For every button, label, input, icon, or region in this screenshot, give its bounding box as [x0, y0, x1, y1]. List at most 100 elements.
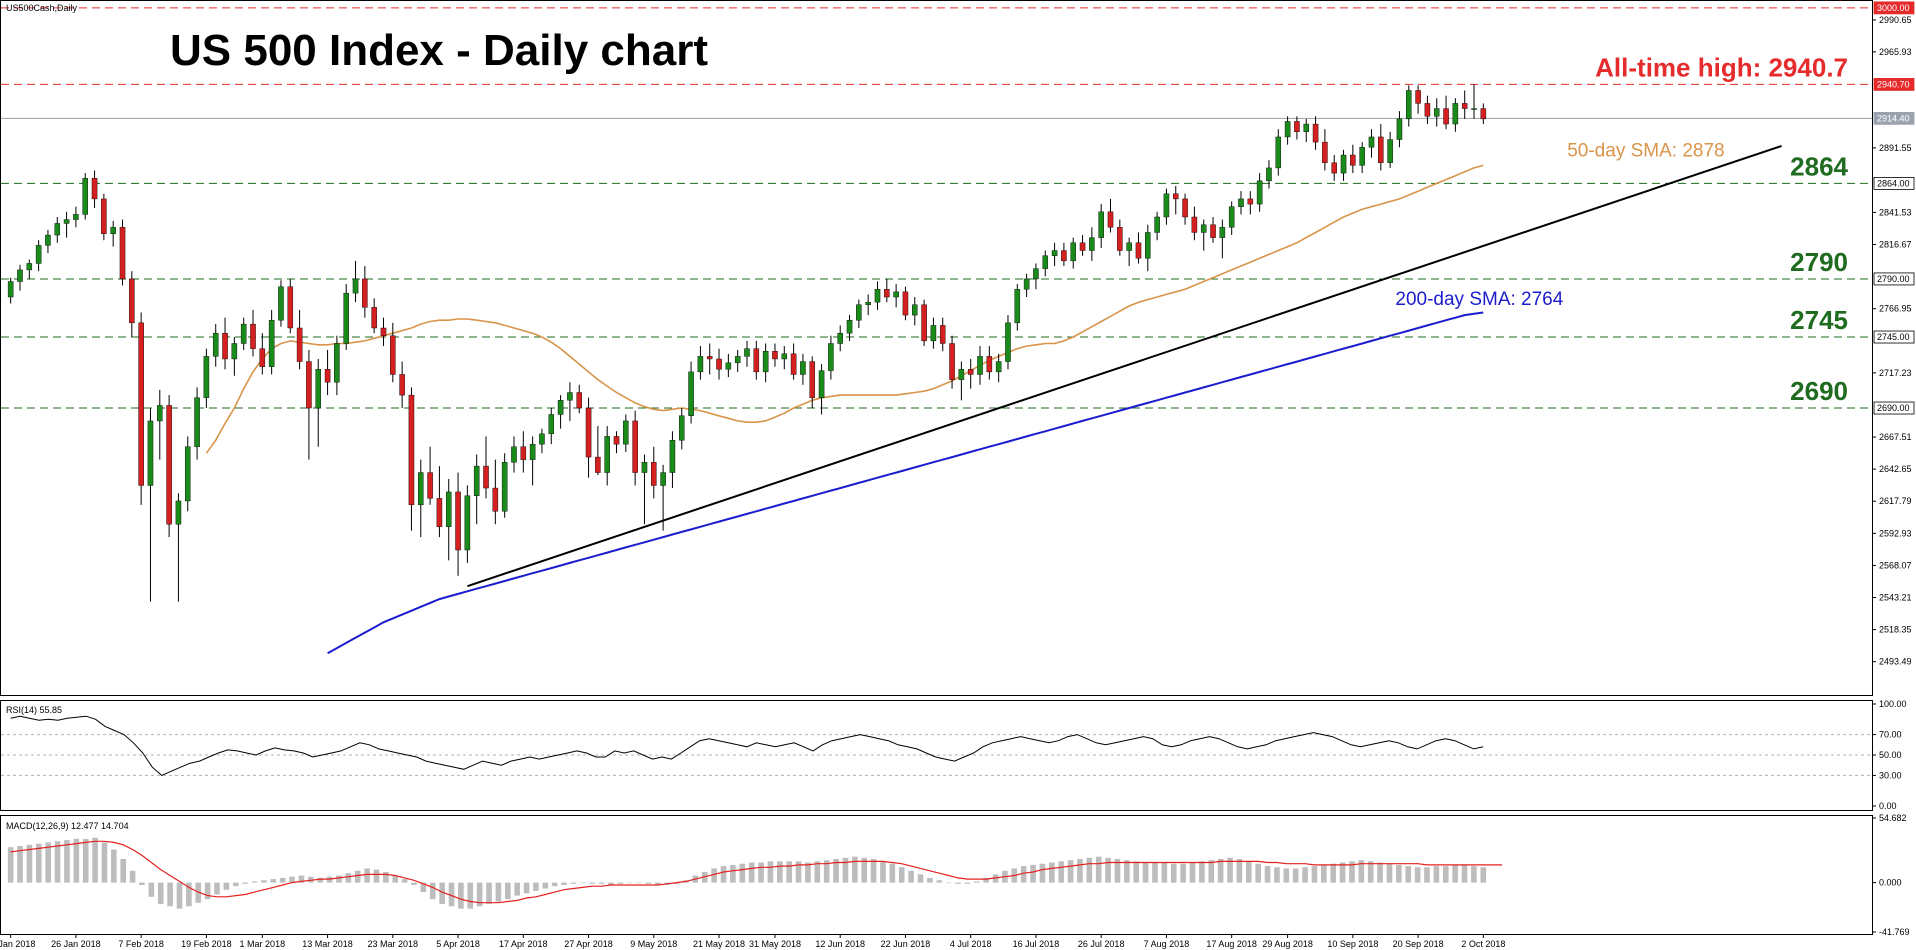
price-tag-box	[1873, 177, 1915, 190]
candle	[967, 358, 974, 389]
candle	[641, 454, 648, 525]
candle-body	[1154, 216, 1160, 233]
candle	[315, 358, 322, 447]
sma200-line	[327, 311, 1484, 655]
candle	[464, 485, 471, 563]
candle	[958, 361, 965, 401]
macd-hist-bar	[157, 882, 164, 904]
macd-hist-bar	[833, 858, 839, 883]
macd-hist-bar	[495, 882, 502, 902]
candle-body	[1266, 167, 1272, 182]
candle-body	[1219, 227, 1226, 238]
candle	[492, 459, 499, 525]
candle	[856, 299, 862, 328]
candle-body	[678, 415, 685, 441]
macd-hist-bar	[364, 868, 370, 883]
macd-hist-bar	[748, 862, 755, 883]
macd-hist-bar	[626, 882, 633, 884]
macd-hist-bar	[1396, 864, 1402, 883]
candle	[194, 387, 200, 460]
macd-hist-bar	[1114, 858, 1121, 883]
candle	[762, 343, 769, 383]
candle-body	[1172, 193, 1179, 200]
y-tick-label: 2766.95	[1879, 304, 1912, 314]
price-tag-label: 2864.00	[1877, 178, 1910, 188]
x-tick-label: 5 Apr 2018	[436, 939, 480, 949]
y-tick-label: 2965.93	[1879, 47, 1912, 57]
macd-hist-bar	[711, 868, 717, 883]
candle	[45, 229, 51, 254]
macd-hist-bar	[17, 845, 23, 883]
x-tick-label: 26 Jan 2018	[51, 939, 101, 949]
candle-body	[390, 335, 396, 375]
candle	[1014, 284, 1021, 331]
candle	[352, 260, 359, 303]
candle	[1033, 263, 1039, 290]
candle	[1061, 242, 1067, 267]
candle-body	[1480, 108, 1487, 120]
macd-hist-bar	[533, 882, 539, 891]
macd-hist-bar	[973, 881, 980, 883]
candle	[548, 408, 555, 445]
level-label-4: 2745	[1790, 305, 1848, 335]
candle	[1042, 250, 1049, 277]
macd-hist-bar	[448, 882, 455, 907]
candle-body	[790, 353, 797, 375]
candle-body	[651, 462, 657, 486]
candle-body	[949, 343, 955, 380]
candle-body	[1275, 136, 1282, 169]
macd-hist-bar	[795, 861, 802, 883]
candle-body	[110, 227, 116, 234]
candle-body	[231, 343, 238, 360]
candle-body	[343, 292, 349, 344]
candle	[716, 348, 722, 380]
y-tick-label: 2543.21	[1879, 593, 1912, 603]
candle	[837, 325, 843, 352]
macd-hist-bar	[1189, 862, 1196, 883]
macd-hist-bar	[1049, 862, 1055, 883]
candle-body	[306, 361, 312, 409]
x-tick-label: 29 Aug 2018	[1262, 939, 1313, 949]
candle-body	[632, 420, 638, 473]
candle	[250, 309, 256, 357]
macd-hist-bar	[720, 866, 727, 883]
macd-hist-bar	[945, 882, 952, 884]
candle	[1396, 111, 1403, 148]
macd-hist-bar	[354, 870, 361, 883]
x-tick-label: 17 Aug 2018	[1206, 939, 1257, 949]
candle	[921, 299, 927, 347]
candle	[1452, 98, 1459, 132]
candle-body	[548, 414, 555, 435]
candle-body	[240, 323, 247, 344]
macd-hist-bar	[1236, 858, 1243, 883]
candle-body	[604, 436, 610, 473]
macd-hist-bar	[870, 858, 877, 883]
candle	[408, 387, 415, 531]
x-tick-label: 22 Jun 2018	[881, 939, 931, 949]
rsi-tick-label: 30.00	[1879, 770, 1902, 780]
macd-hist-bar	[1170, 863, 1177, 883]
candle-body	[557, 400, 564, 415]
price-tag-label: 2790.00	[1877, 274, 1910, 284]
candle	[1163, 188, 1170, 225]
candle-body	[623, 420, 629, 445]
macd-tick-label: -41.769	[1879, 927, 1910, 937]
macd-hist-bar	[842, 857, 849, 883]
macd-hist-bar	[598, 882, 605, 884]
macd-hist-bar	[542, 882, 549, 889]
candle	[1294, 116, 1300, 140]
macd-hist-bar	[880, 861, 886, 883]
macd-hist-bar	[908, 870, 914, 883]
candle	[1126, 237, 1132, 267]
candle	[157, 389, 163, 460]
candle-body	[856, 304, 862, 321]
candle	[902, 286, 909, 321]
candle-body	[1247, 198, 1254, 205]
candle	[427, 446, 433, 505]
candle-body	[967, 369, 974, 375]
candle	[1387, 131, 1393, 168]
macd-hist-bar	[1302, 867, 1308, 883]
macd-hist-bar	[1208, 860, 1215, 883]
candle	[828, 335, 834, 380]
